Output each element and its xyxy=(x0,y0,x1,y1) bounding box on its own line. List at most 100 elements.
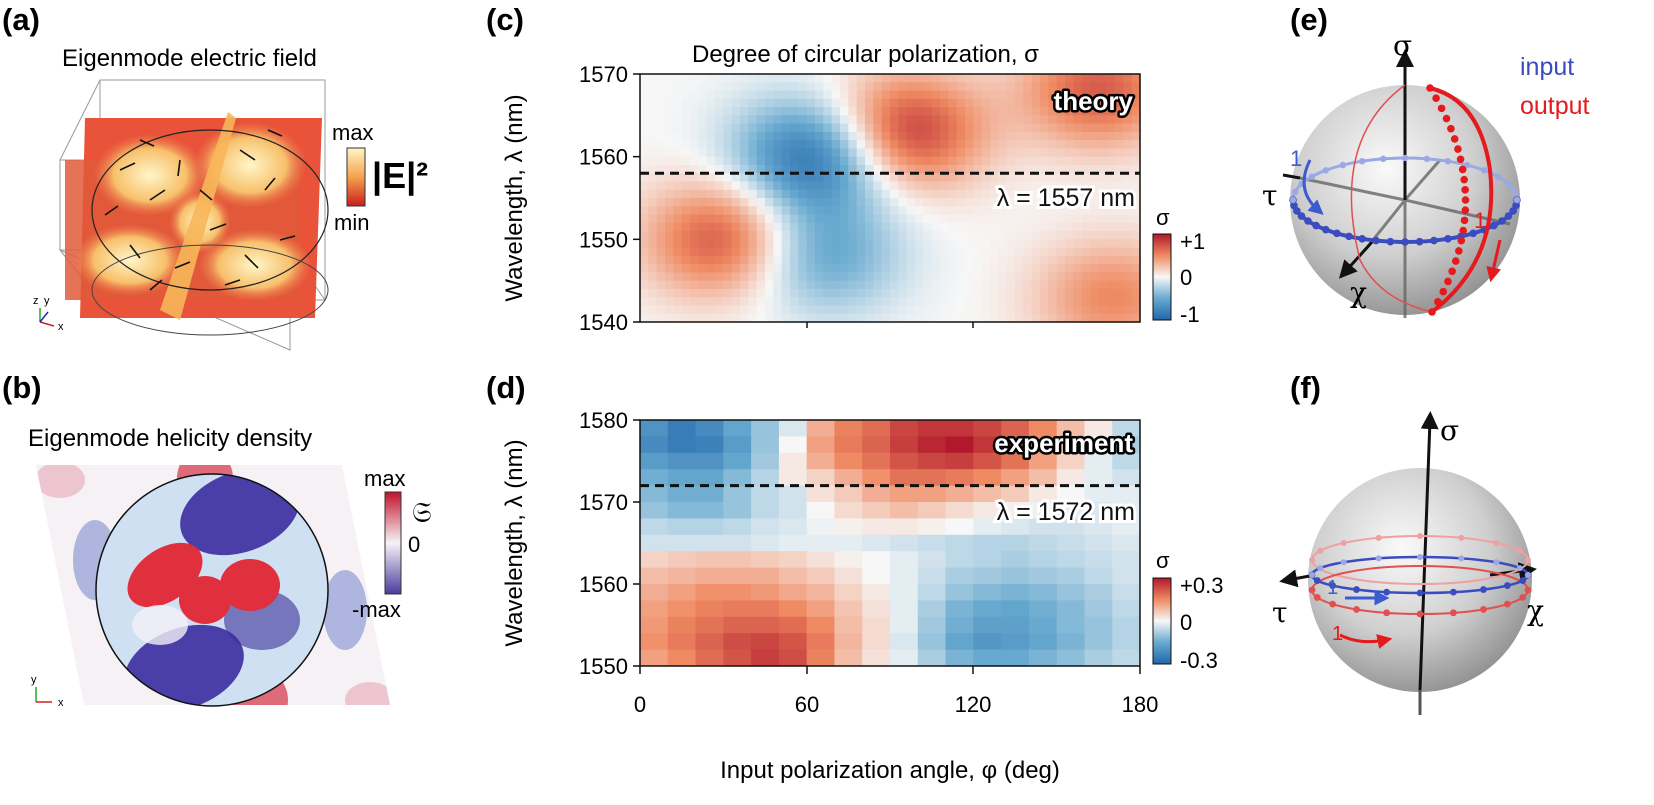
theory-cell xyxy=(731,264,741,273)
theory-cell xyxy=(948,181,958,191)
experiment-cell xyxy=(862,584,891,601)
theory-cell xyxy=(756,222,766,232)
theory-cell xyxy=(1031,239,1041,249)
theory-cell xyxy=(890,255,899,265)
theory-cell xyxy=(806,231,816,240)
theory-cell xyxy=(865,82,874,92)
orbit-point xyxy=(1458,555,1465,562)
theory-cell xyxy=(940,82,949,92)
theory-cell xyxy=(790,90,799,100)
theory-cell xyxy=(931,98,941,108)
experiment-cell xyxy=(695,534,724,552)
theory-cell xyxy=(948,280,958,290)
theory-cell xyxy=(856,247,866,257)
theory-cell xyxy=(965,131,974,141)
theory-cell xyxy=(1115,82,1124,92)
theory-cell xyxy=(690,264,699,273)
theory-cell xyxy=(1098,272,1108,282)
theory-cell xyxy=(898,280,908,290)
theory-cell xyxy=(1031,140,1041,149)
theory-cell xyxy=(798,206,808,216)
theory-cell xyxy=(798,156,808,166)
experiment-cell xyxy=(1112,452,1141,470)
theory-cell xyxy=(973,115,983,125)
experiment-cell xyxy=(1056,518,1085,536)
theory-cell xyxy=(790,255,799,265)
theory-cell xyxy=(956,140,966,149)
theory-cell xyxy=(656,239,666,249)
theory-cell xyxy=(831,148,841,158)
theory-cell xyxy=(990,189,999,199)
theory-cell xyxy=(815,214,824,224)
theory-cell xyxy=(906,140,916,149)
theory-cell xyxy=(715,198,724,207)
theory-cell xyxy=(1006,313,1016,323)
experiment-cell xyxy=(862,469,891,487)
theory-cell xyxy=(931,107,941,116)
theory-cell xyxy=(906,198,916,207)
theory-cell xyxy=(898,181,908,191)
theory-cell xyxy=(665,272,674,282)
theory-cell xyxy=(906,181,916,191)
theory-cell xyxy=(715,206,724,216)
theory-cell xyxy=(648,247,658,257)
panel-b: (b) Eigenmode helicity density xyxy=(2,370,432,709)
theory-cell xyxy=(656,82,666,92)
theory-cell xyxy=(831,140,841,149)
theory-cell xyxy=(898,82,908,92)
theory-cell xyxy=(1048,189,1058,199)
theory-cell xyxy=(1073,280,1083,290)
theory-cell xyxy=(973,239,983,249)
theory-cell xyxy=(781,107,791,116)
theory-cell xyxy=(815,288,824,298)
theory-cell xyxy=(856,156,866,166)
theory-cell xyxy=(681,189,691,199)
theory-cell xyxy=(931,231,941,240)
theory-cell xyxy=(856,222,866,232)
theory-cell xyxy=(681,264,691,273)
experiment-cell xyxy=(751,436,780,454)
theory-cell xyxy=(673,107,683,116)
theory-cell xyxy=(898,115,908,125)
experiment-cell xyxy=(1056,452,1085,470)
theory-cell xyxy=(856,164,866,174)
theory-cell xyxy=(1006,239,1016,249)
legend-input: input xyxy=(1520,53,1574,81)
xtick-0: 0 xyxy=(634,692,646,717)
output-marker-e: 1 xyxy=(1474,208,1486,233)
theory-cell xyxy=(723,264,733,273)
helicity-legend-symbol: 𝔖 xyxy=(412,496,432,529)
theory-cell xyxy=(681,313,691,323)
theory-cell xyxy=(1131,156,1141,166)
theory-cell xyxy=(1090,123,1099,133)
theory-cell xyxy=(823,74,833,83)
theory-cell xyxy=(765,189,774,199)
theory-cell xyxy=(773,255,783,265)
theory-cell xyxy=(923,222,933,232)
experiment-cell xyxy=(695,649,724,667)
theory-cell xyxy=(673,288,683,298)
experiment-cell xyxy=(778,485,808,503)
theory-cell xyxy=(1040,131,1049,141)
theory-cell xyxy=(848,173,858,183)
orbit-point xyxy=(1469,229,1477,238)
theory-cell xyxy=(1056,123,1066,133)
theory-cell xyxy=(956,247,966,257)
experiment-cell xyxy=(695,584,724,601)
theory-cell xyxy=(1023,107,1033,116)
theory-cell xyxy=(748,288,758,298)
theory-cell xyxy=(656,264,666,273)
theory-cell xyxy=(1081,198,1091,207)
axis-chi-f xyxy=(1489,562,1537,581)
theory-cell xyxy=(956,305,966,315)
theory-cell xyxy=(990,140,999,149)
theory-cell xyxy=(881,222,891,232)
theory-cell xyxy=(1098,247,1108,257)
theory-cell xyxy=(823,82,833,92)
theory-cell xyxy=(998,222,1008,232)
theory-cell xyxy=(1115,239,1124,249)
theory-cell xyxy=(823,107,833,116)
theory-cell xyxy=(1015,222,1024,232)
theory-cell xyxy=(1106,214,1116,224)
orbit-point xyxy=(1289,196,1297,204)
